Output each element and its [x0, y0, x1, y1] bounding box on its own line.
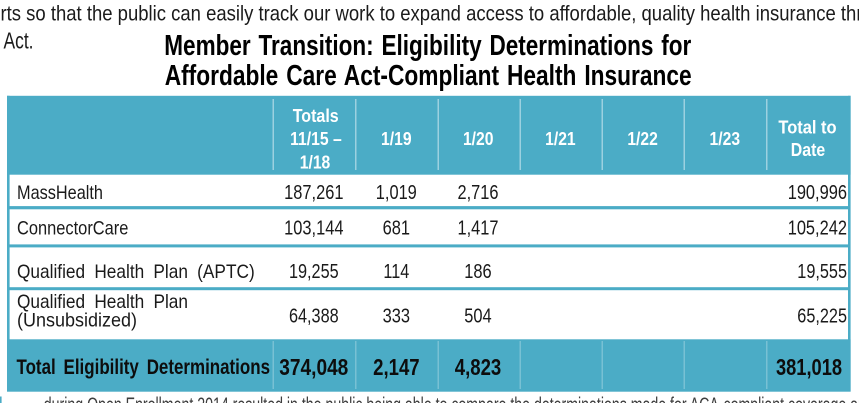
- svg-text:19,555: 19,555: [797, 261, 847, 283]
- svg-text:114: 114: [383, 261, 409, 283]
- svg-text:1,019: 1,019: [376, 182, 417, 204]
- svg-text:190,996: 190,996: [788, 182, 847, 204]
- svg-text:1,417: 1,417: [458, 218, 499, 240]
- svg-text:during Open Enrollment 2014 re: during Open Enrollment 2014 resulted in …: [44, 395, 859, 403]
- svg-text:186: 186: [464, 261, 491, 283]
- svg-text:65,225: 65,225: [797, 305, 847, 327]
- svg-text:Date: Date: [791, 139, 825, 160]
- svg-text:Qualified Health Plan (APTC): Qualified Health Plan (APTC): [17, 261, 255, 283]
- svg-text:681: 681: [383, 218, 410, 240]
- svg-text:ConnectorCare: ConnectorCare: [17, 218, 128, 240]
- svg-text:103,144: 103,144: [284, 218, 343, 240]
- svg-text:Total Eligibility Determinatio: Total Eligibility Determinations: [17, 355, 271, 379]
- svg-text:Totals: Totals: [293, 105, 339, 126]
- svg-text:rts so that the public can eas: rts so that the public can easily track …: [1, 2, 859, 25]
- svg-text:Qualified Health Plan: Qualified Health Plan: [17, 291, 188, 313]
- svg-text:187,261: 187,261: [284, 182, 343, 204]
- svg-text:374,048: 374,048: [279, 354, 348, 380]
- svg-text:MassHealth: MassHealth: [17, 182, 103, 204]
- svg-text:Member Transition: Eligibility: Member Transition: Eligibility Determina…: [164, 30, 691, 62]
- svg-text:(Unsubsidized): (Unsubsidized): [17, 309, 137, 331]
- svg-text:381,018: 381,018: [776, 354, 842, 380]
- svg-text:2,716: 2,716: [458, 182, 499, 204]
- svg-text:1/20: 1/20: [463, 128, 494, 149]
- svg-text:105,242: 105,242: [788, 218, 847, 240]
- svg-text:1/19: 1/19: [381, 128, 412, 149]
- svg-text:1/18: 1/18: [300, 152, 331, 173]
- svg-text:64,388: 64,388: [289, 305, 339, 327]
- svg-text:11/15 –: 11/15 –: [290, 128, 342, 149]
- svg-text:19,255: 19,255: [289, 261, 339, 283]
- svg-text:4,823: 4,823: [455, 354, 502, 380]
- svg-text:504: 504: [464, 305, 491, 327]
- svg-text:333: 333: [383, 305, 410, 327]
- svg-text:Act.: Act.: [4, 27, 34, 53]
- svg-text:1/23: 1/23: [710, 128, 741, 149]
- svg-text:2,147: 2,147: [373, 354, 420, 380]
- svg-text:Affordable Care Act-Compliant: Affordable Care Act-Compliant Health Ins…: [165, 60, 692, 92]
- svg-text:1/21: 1/21: [545, 128, 576, 149]
- svg-text:1/22: 1/22: [627, 128, 658, 149]
- svg-text:Total to: Total to: [778, 116, 836, 137]
